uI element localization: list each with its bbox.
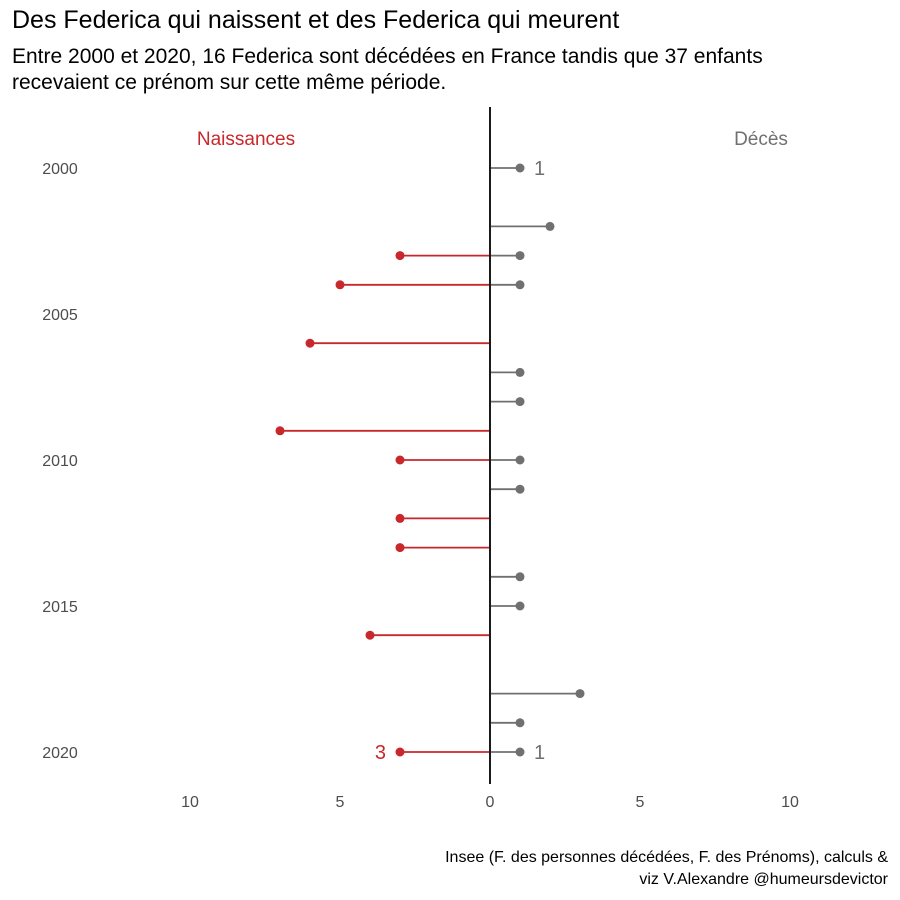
naissances-point-2016 <box>365 630 375 640</box>
y-axis-ticks: 2000 2005 2010 2015 2020 <box>42 161 78 762</box>
naissances-point-2006 <box>305 338 315 348</box>
chart-title: Des Federica qui naissent et des Federic… <box>12 6 620 34</box>
deces-point-2000 <box>515 163 525 173</box>
deces-point-2018 <box>575 689 585 699</box>
naissances-point-2009 <box>275 426 285 436</box>
naissances-point-2004 <box>335 280 345 290</box>
naissances-point-2020 <box>395 747 405 757</box>
x-tick-label-1: 5 <box>336 794 345 811</box>
x-axis-ticks: 10 5 0 5 10 <box>181 794 799 811</box>
deces-value-label-2020: 1 <box>534 742 545 764</box>
naissances-point-2013 <box>395 543 405 553</box>
deces-point-2014 <box>515 572 525 582</box>
x-tick-label-3: 5 <box>636 794 645 811</box>
y-tick-label-2000: 2000 <box>42 161 78 178</box>
x-tick-label-2: 0 <box>486 794 495 811</box>
deces-point-2020 <box>515 747 525 757</box>
naissances-side-label: Naissances <box>197 129 295 150</box>
naissances-point-2012 <box>395 513 405 523</box>
chart-marks <box>275 163 585 757</box>
y-tick-label-2015: 2015 <box>42 599 78 616</box>
deces-point-2007 <box>515 367 525 377</box>
y-tick-label-2010: 2010 <box>42 453 78 470</box>
naissances-point-2003 <box>395 251 405 261</box>
x-tick-label-0: 10 <box>181 794 199 811</box>
y-tick-label-2005: 2005 <box>42 307 78 324</box>
deces-point-2004 <box>515 280 525 290</box>
caption-line-1: Insee (F. des personnes décédées, F. des… <box>445 849 888 866</box>
deces-value-label-2000: 1 <box>534 158 545 180</box>
y-tick-label-2020: 2020 <box>42 745 78 762</box>
deces-side-label: Décès <box>734 129 788 150</box>
naissances-point-2010 <box>395 455 405 465</box>
value-annotations: 3 1 1 <box>375 158 545 764</box>
deces-point-2015 <box>515 601 525 611</box>
deces-point-2019 <box>515 718 525 728</box>
chart-subtitle: Entre 2000 et 2020, 16 Federica sont déc… <box>12 45 763 94</box>
caption-line-2: viz V.Alexandre @humeursdevictor <box>639 871 888 888</box>
deces-point-2002 <box>545 221 555 231</box>
deces-point-2003 <box>515 251 525 261</box>
deces-point-2011 <box>515 484 525 494</box>
x-tick-label-4: 10 <box>781 794 799 811</box>
deces-point-2008 <box>515 397 525 407</box>
source-caption: Insee (F. des personnes décédées, F. des… <box>288 847 888 891</box>
deces-point-2010 <box>515 455 525 465</box>
naissances-value-label-2020: 3 <box>375 742 386 764</box>
